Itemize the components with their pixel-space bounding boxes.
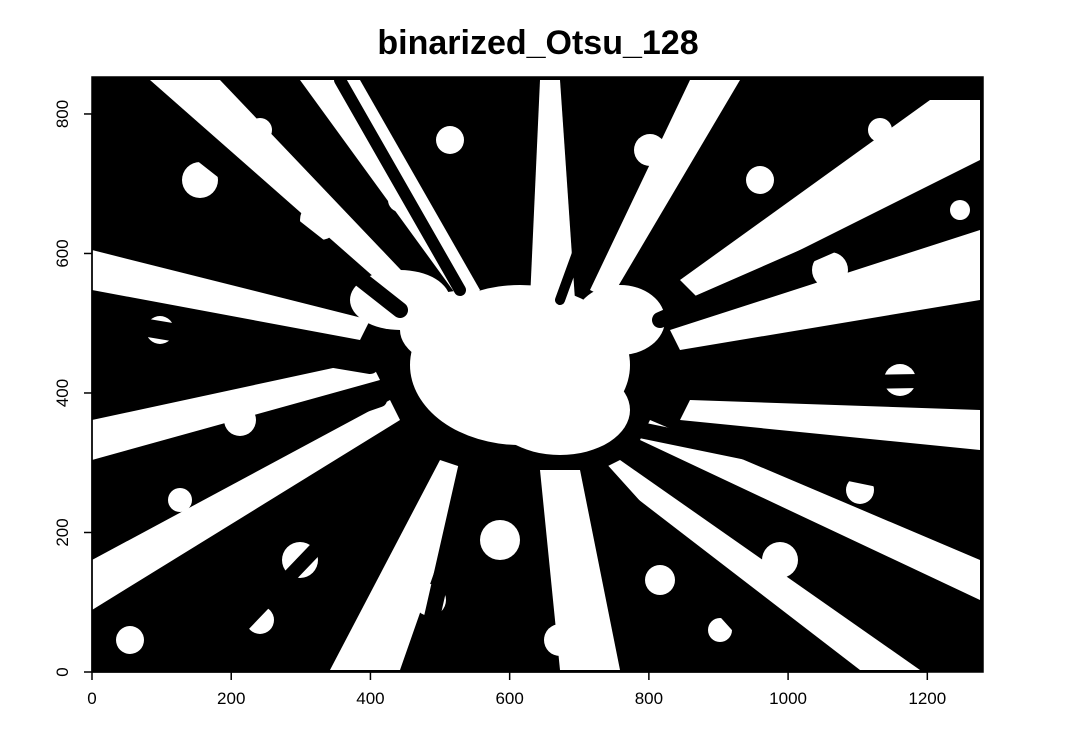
- x-tick-label: 1000: [769, 689, 807, 708]
- y-tick-label: 400: [53, 379, 72, 407]
- x-tick-label: 1200: [908, 689, 946, 708]
- binarized-canopy-image: [92, 77, 983, 672]
- x-axis: 0 200 400 600 800 1000 1200: [87, 671, 946, 708]
- x-tick-label: 200: [217, 689, 245, 708]
- x-tick-label: 800: [635, 689, 663, 708]
- y-tick-label: 600: [53, 239, 72, 267]
- y-tick-label: 0: [53, 667, 72, 676]
- plot-title: binarized_Otsu_128: [377, 24, 699, 62]
- x-tick-label: 400: [356, 689, 384, 708]
- y-tick-label: 800: [53, 100, 72, 128]
- y-axis: 0 200 400 600 800: [53, 100, 93, 677]
- y-tick-label: 200: [53, 518, 72, 546]
- x-tick-label: 600: [495, 689, 523, 708]
- x-tick-label: 0: [87, 689, 96, 708]
